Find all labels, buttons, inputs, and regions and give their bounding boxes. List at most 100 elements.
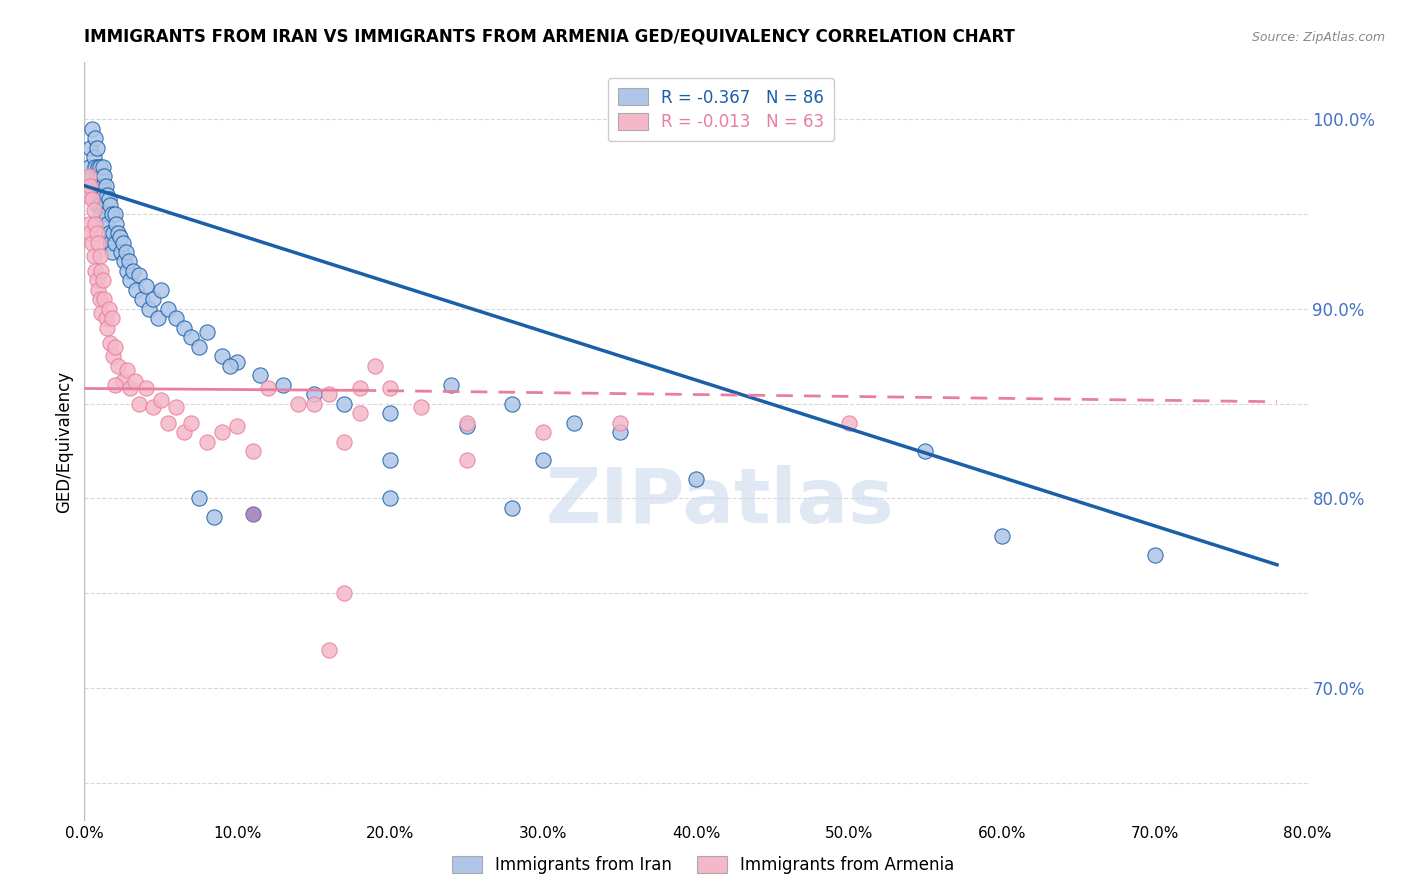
Point — [84, 131, 107, 145]
Point — [93, 169, 115, 184]
Y-axis label: GED/Equivalency: GED/Equivalency — [55, 370, 73, 513]
Point — [108, 230, 131, 244]
Point — [94, 207, 117, 221]
Point — [79, 178, 101, 193]
Point — [101, 207, 124, 221]
Point — [202, 510, 225, 524]
Point — [380, 491, 402, 506]
Point — [118, 254, 141, 268]
Point — [120, 382, 142, 396]
Point — [104, 207, 127, 221]
Point — [94, 178, 117, 193]
Point — [440, 377, 463, 392]
Point — [80, 121, 103, 136]
Point — [502, 397, 524, 411]
Point — [211, 349, 233, 363]
Point — [86, 226, 108, 240]
Legend: Immigrants from Iran, Immigrants from Armenia: Immigrants from Iran, Immigrants from Ar… — [444, 849, 962, 881]
Point — [104, 377, 127, 392]
Point — [114, 244, 136, 259]
Point — [83, 150, 105, 164]
Point — [90, 169, 112, 184]
Point — [157, 416, 180, 430]
Point — [87, 160, 110, 174]
Point — [90, 305, 112, 319]
Point — [97, 192, 120, 206]
Point — [318, 387, 340, 401]
Point — [84, 217, 107, 231]
Point — [89, 160, 111, 174]
Point — [562, 416, 585, 430]
Point — [77, 169, 100, 184]
Point — [142, 293, 165, 307]
Point — [87, 235, 110, 250]
Point — [91, 178, 114, 193]
Point — [333, 586, 356, 600]
Point — [211, 425, 233, 439]
Point — [107, 226, 129, 240]
Point — [120, 273, 142, 287]
Point — [456, 419, 478, 434]
Point — [180, 330, 202, 344]
Point — [138, 301, 160, 316]
Point — [93, 188, 115, 202]
Point — [87, 188, 110, 202]
Point — [838, 416, 860, 430]
Point — [685, 473, 707, 487]
Point — [302, 397, 325, 411]
Point — [103, 226, 125, 240]
Point — [91, 160, 114, 174]
Point — [149, 392, 172, 407]
Point — [135, 279, 157, 293]
Point — [188, 491, 211, 506]
Point — [349, 382, 371, 396]
Point — [96, 320, 118, 334]
Point — [124, 374, 146, 388]
Point — [90, 264, 112, 278]
Point — [111, 374, 134, 388]
Point — [157, 301, 180, 316]
Point — [112, 254, 135, 268]
Point — [257, 382, 280, 396]
Point — [271, 377, 294, 392]
Point — [188, 340, 211, 354]
Point — [135, 382, 157, 396]
Point — [93, 197, 115, 211]
Point — [180, 416, 202, 430]
Point — [195, 325, 218, 339]
Point — [104, 340, 127, 354]
Point — [98, 336, 121, 351]
Point — [380, 453, 402, 467]
Point — [609, 425, 631, 439]
Point — [531, 453, 554, 467]
Point — [79, 226, 101, 240]
Point — [242, 507, 264, 521]
Point — [125, 283, 148, 297]
Point — [1143, 548, 1166, 563]
Point — [364, 359, 387, 373]
Point — [98, 235, 121, 250]
Point — [86, 197, 108, 211]
Point — [142, 401, 165, 415]
Point — [89, 197, 111, 211]
Point — [94, 311, 117, 326]
Point — [333, 434, 356, 449]
Point — [79, 141, 101, 155]
Point — [287, 397, 309, 411]
Point — [173, 425, 195, 439]
Point — [96, 217, 118, 231]
Point — [97, 301, 120, 316]
Point — [97, 226, 120, 240]
Point — [89, 178, 111, 193]
Point — [101, 244, 124, 259]
Point — [86, 141, 108, 155]
Point — [318, 643, 340, 657]
Point — [79, 188, 101, 202]
Point — [914, 444, 936, 458]
Point — [96, 188, 118, 202]
Point — [409, 401, 432, 415]
Point — [146, 311, 169, 326]
Point — [165, 401, 187, 415]
Point — [226, 419, 249, 434]
Point — [80, 169, 103, 184]
